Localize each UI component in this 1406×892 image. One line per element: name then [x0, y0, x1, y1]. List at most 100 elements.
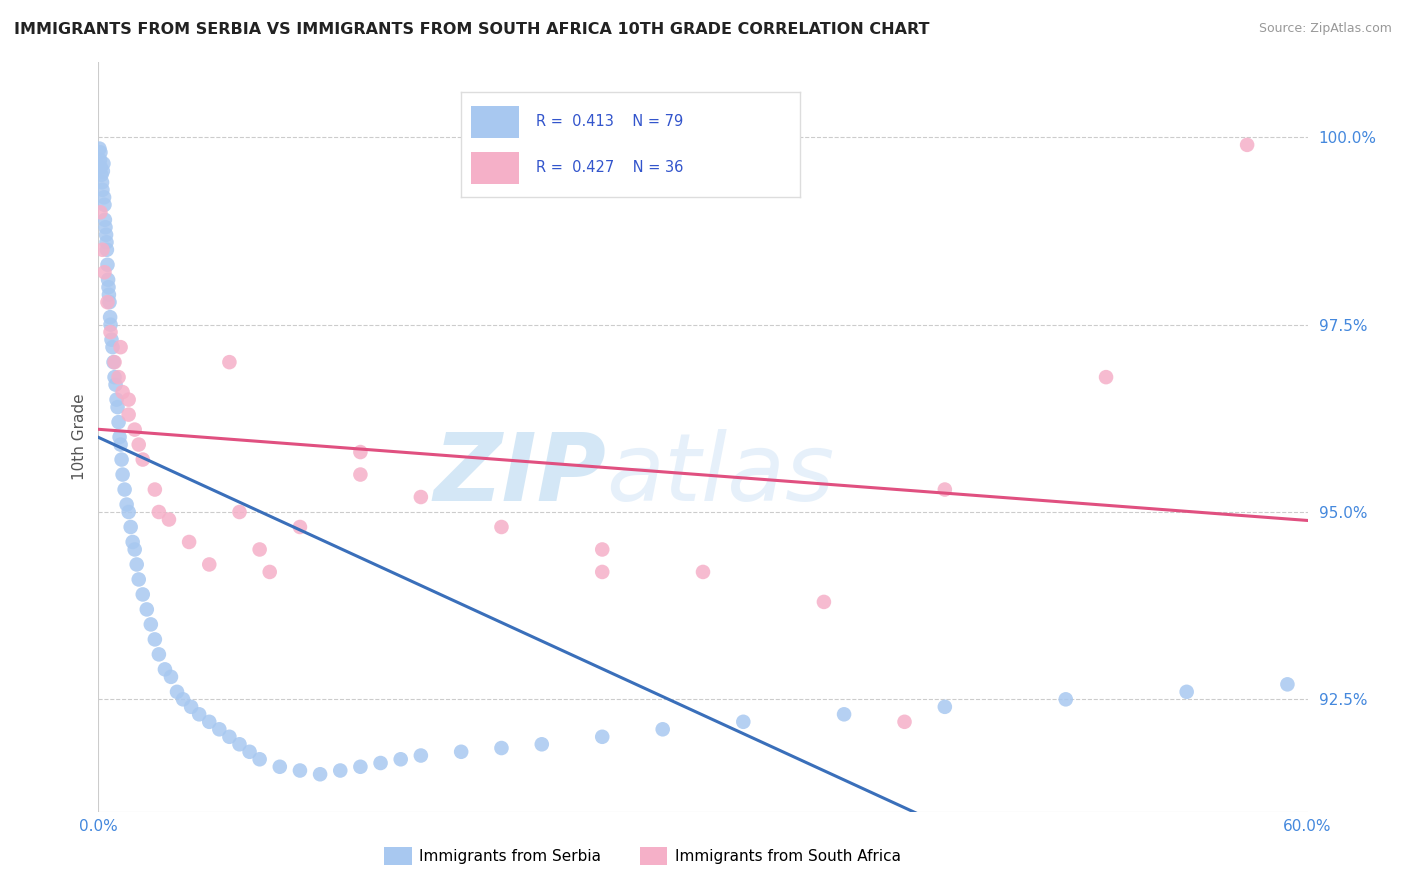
Point: [118, 392, 141, 407]
Point: [103, 355, 125, 369]
Point: [733, 714, 755, 729]
Point: [1175, 685, 1198, 699]
Point: [90, 161, 112, 175]
Point: [103, 370, 125, 384]
Point: [198, 558, 221, 572]
Point: [110, 452, 132, 467]
Point: [94, 212, 117, 227]
Point: [218, 355, 240, 369]
Point: [128, 437, 150, 451]
Point: [89, 153, 111, 167]
Point: [172, 692, 194, 706]
Point: [100, 318, 122, 332]
Point: [89, 142, 111, 156]
Y-axis label: 10th Grade: 10th Grade: [72, 393, 87, 481]
Point: [179, 535, 201, 549]
Point: [110, 340, 132, 354]
Point: [370, 756, 392, 770]
Point: [91, 243, 114, 257]
Point: [110, 437, 132, 451]
Point: [107, 370, 129, 384]
Point: [491, 741, 513, 756]
Point: [166, 685, 188, 699]
Point: [228, 505, 250, 519]
Point: [98, 310, 121, 325]
Point: [96, 295, 118, 310]
Point: [97, 287, 120, 301]
Point: [89, 205, 111, 219]
Point: [692, 565, 714, 579]
Point: [108, 430, 131, 444]
Point: [118, 408, 141, 422]
Point: [893, 714, 915, 729]
Point: [94, 220, 117, 235]
Point: [288, 764, 311, 778]
Text: Source: ZipAtlas.com: Source: ZipAtlas.com: [1258, 22, 1392, 36]
Legend: Immigrants from Serbia, Immigrants from South Africa: Immigrants from Serbia, Immigrants from …: [378, 840, 907, 871]
Point: [249, 752, 271, 766]
Point: [1236, 137, 1258, 152]
Point: [269, 760, 291, 774]
Point: [101, 340, 124, 354]
Point: [934, 699, 956, 714]
Point: [91, 183, 114, 197]
Point: [100, 333, 122, 347]
Point: [114, 483, 136, 497]
Point: [591, 565, 613, 579]
Point: [208, 723, 231, 737]
Point: [93, 265, 115, 279]
Point: [409, 748, 432, 763]
Point: [115, 498, 138, 512]
Point: [100, 325, 122, 339]
Point: [91, 175, 114, 189]
Point: [239, 745, 262, 759]
Point: [107, 400, 129, 414]
Point: [93, 190, 115, 204]
Point: [96, 258, 118, 272]
Point: [124, 542, 146, 557]
Point: [111, 467, 134, 482]
Point: [91, 164, 114, 178]
Point: [111, 385, 134, 400]
Point: [832, 707, 855, 722]
Text: atlas: atlas: [606, 429, 835, 520]
Point: [97, 273, 120, 287]
Point: [1095, 370, 1118, 384]
Point: [148, 648, 170, 662]
Point: [107, 415, 129, 429]
Point: [143, 483, 166, 497]
Point: [143, 632, 166, 647]
Point: [90, 168, 112, 182]
Text: ZIP: ZIP: [433, 428, 606, 521]
Point: [813, 595, 835, 609]
Point: [93, 156, 115, 170]
Point: [120, 520, 142, 534]
Point: [160, 670, 183, 684]
Point: [135, 602, 157, 616]
Point: [104, 377, 127, 392]
Point: [98, 295, 121, 310]
Point: [228, 737, 250, 751]
Point: [103, 355, 125, 369]
Point: [96, 235, 118, 250]
Point: [1054, 692, 1077, 706]
Point: [188, 707, 211, 722]
Point: [93, 198, 115, 212]
Point: [329, 764, 352, 778]
Point: [132, 587, 155, 601]
Point: [249, 542, 271, 557]
Point: [97, 280, 120, 294]
Point: [105, 392, 128, 407]
Point: [259, 565, 281, 579]
Point: [450, 745, 472, 759]
Point: [651, 723, 673, 737]
Point: [121, 535, 143, 549]
Point: [198, 714, 221, 729]
Point: [94, 227, 117, 242]
Point: [591, 730, 613, 744]
Point: [96, 243, 118, 257]
Point: [349, 445, 371, 459]
Point: [132, 452, 155, 467]
Point: [591, 542, 613, 557]
Point: [118, 505, 141, 519]
